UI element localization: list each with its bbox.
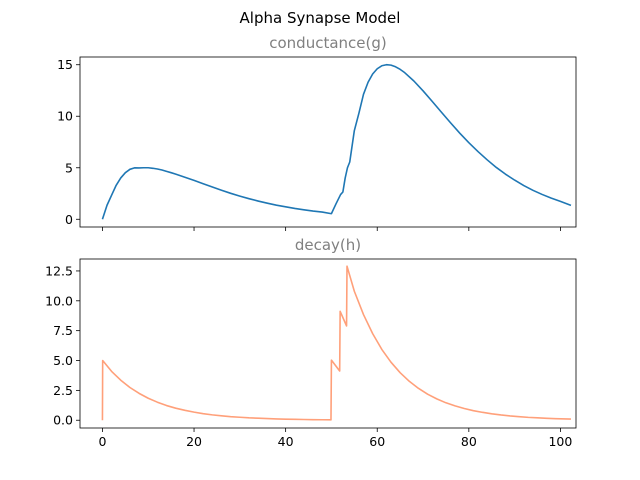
decay-y-tick-label: 7.5: [53, 323, 73, 338]
conductance-panel: conductance(g) 0 5 10 15: [57, 34, 577, 231]
conductance-axes-frame: [79, 56, 577, 228]
decay-axes-frame: [79, 258, 577, 429]
decay-y-tick-label: 0.0: [53, 413, 73, 428]
decay-x-tick-label: 100: [548, 434, 572, 449]
conductance-y-tick-label: 15: [57, 57, 73, 72]
decay-y-tick-label: 12.5: [45, 263, 73, 278]
decay-x-tick-label: 40: [278, 434, 294, 449]
figure-title: Alpha Synapse Model: [240, 9, 401, 27]
decay-panel-title: decay(h): [295, 236, 361, 254]
conductance-y-tick-label: 5: [65, 160, 73, 175]
decay-panel: decay(h) 0 20 40 60 80 100 0.0 2.5 5.0 7.5 10.0 12.…: [45, 236, 577, 449]
decay-x-tick-label: 80: [461, 434, 477, 449]
conductance-series-line: [101, 63, 572, 220]
decay-y-tick-label: 5.0: [53, 353, 73, 368]
decay-y-tick-label: 10.0: [45, 293, 73, 308]
decay-y-tick-label: 2.5: [53, 383, 73, 398]
conductance-y-tick-label: 0: [65, 212, 73, 227]
conductance-panel-title: conductance(g): [269, 34, 387, 52]
decay-x-tick-label: 60: [369, 434, 385, 449]
decay-x-tick-label: 20: [186, 434, 202, 449]
decay-x-tick-label: 0: [98, 434, 106, 449]
conductance-y-tick-label: 10: [57, 109, 73, 124]
decay-series-line: [101, 265, 571, 421]
